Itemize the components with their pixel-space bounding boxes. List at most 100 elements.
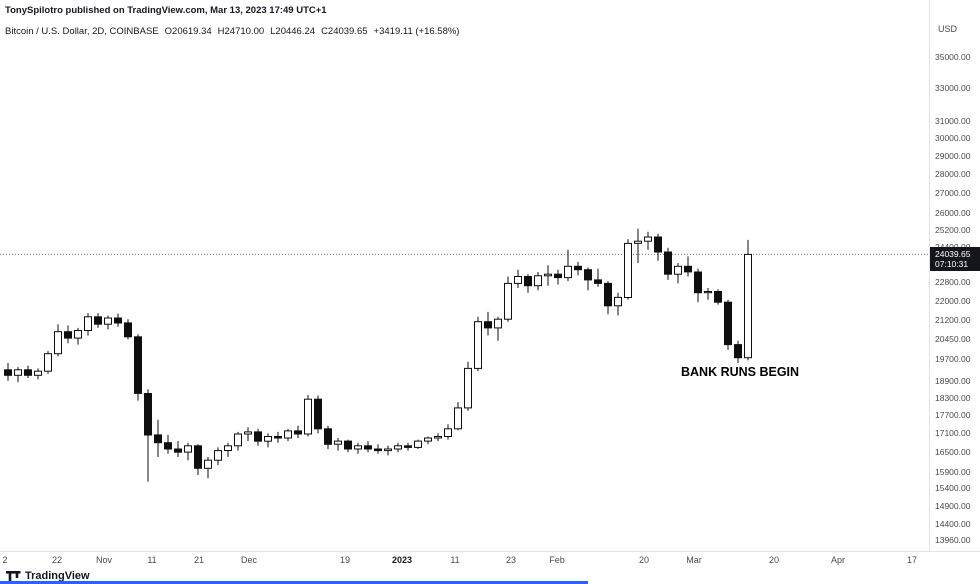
ohlc-open: O20619.34 <box>164 26 212 37</box>
candle <box>234 431 242 451</box>
candle <box>404 442 412 451</box>
time-axis-label: 22 <box>51 555 63 565</box>
bar-countdown: 07:10:31 <box>935 259 969 269</box>
ohlc-close: C24039.65 <box>321 26 368 37</box>
candle <box>554 269 562 285</box>
time-axis-label: Nov <box>95 555 113 565</box>
time-axis-label: Apr <box>830 555 846 565</box>
candle <box>284 428 292 442</box>
bottom-accent-bar <box>0 581 588 584</box>
candle <box>724 299 732 350</box>
candle <box>624 239 632 300</box>
candle <box>714 289 722 305</box>
candle <box>154 419 162 457</box>
candle <box>734 340 742 363</box>
candle <box>414 439 422 449</box>
time-axis[interactable]: 2 22 Nov 11 21 Dec 19 2023 11 23 Feb 20 Mar 20 Apr 17 <box>0 551 980 569</box>
candle <box>4 363 12 381</box>
candle <box>644 231 652 250</box>
candle <box>394 442 402 453</box>
candle <box>514 269 522 288</box>
candle <box>434 433 442 442</box>
price-tick-label: 19700.00 <box>935 354 971 364</box>
candle <box>744 239 752 361</box>
tradingview-logo[interactable]: TradingView <box>6 570 90 582</box>
price-tick-label: 28000.00 <box>935 169 971 179</box>
candle <box>474 316 482 372</box>
candle <box>74 327 82 345</box>
price-tick-label: 15400.00 <box>935 483 971 493</box>
price-tick-label: 26000.00 <box>935 208 971 218</box>
price-tick-label: 16500.00 <box>935 447 971 457</box>
price-tick-label: 31000.00 <box>935 116 971 126</box>
candle <box>654 233 662 261</box>
candle <box>44 351 52 374</box>
price-axis[interactable]: USD 24039.65 07:10:31 35000.00 33000.00 31… <box>929 0 980 551</box>
candle <box>184 442 192 461</box>
time-axis-label: 23 <box>505 555 517 565</box>
candle <box>664 247 672 280</box>
price-tick-label: 18900.00 <box>935 376 971 386</box>
candle <box>124 319 132 340</box>
candle <box>614 292 622 316</box>
candle <box>354 442 362 454</box>
time-axis-label: 11 <box>450 555 460 565</box>
candle <box>464 361 472 411</box>
time-axis-label: 17 <box>906 555 918 565</box>
currency-label: USD <box>938 24 958 34</box>
time-axis-label: 20 <box>768 555 780 565</box>
candle <box>344 439 352 453</box>
tradingview-logo-icon <box>6 570 21 582</box>
candle <box>424 436 432 445</box>
candle <box>24 365 32 378</box>
last-price-badge: 24039.65 07:10:31 <box>930 247 980 271</box>
candle <box>704 288 712 300</box>
symbol-legend: Bitcoin / U.S. Dollar, 2D, COINBASE O2061… <box>5 26 465 37</box>
candle <box>94 313 102 328</box>
candle <box>174 441 182 457</box>
candle <box>444 424 452 440</box>
ohlc-low: L20446.24 <box>270 26 316 37</box>
time-axis-label: 2 <box>2 555 8 565</box>
price-tick-label: 30000.00 <box>935 133 971 143</box>
time-axis-label: 21 <box>193 555 205 565</box>
chart-pane[interactable]: BANK RUNS BEGIN <box>0 0 929 551</box>
price-tick-label: 22000.00 <box>935 296 971 306</box>
candle <box>204 457 212 479</box>
candle <box>314 395 322 434</box>
candle <box>224 442 232 457</box>
candle <box>334 438 342 451</box>
candle <box>574 261 582 276</box>
candle <box>564 249 572 282</box>
candle <box>194 444 202 475</box>
candle <box>544 265 552 286</box>
footer-bar: TradingView <box>0 568 980 584</box>
price-tick-label: 14400.00 <box>935 519 971 529</box>
candle <box>114 313 122 327</box>
candle <box>254 428 262 446</box>
candle <box>484 311 492 336</box>
tradingview-logo-text: TradingView <box>25 570 90 582</box>
candle <box>584 267 592 291</box>
candle <box>54 324 62 357</box>
candle <box>634 228 642 263</box>
candle <box>214 447 222 466</box>
candle <box>274 431 282 443</box>
candle <box>64 325 72 344</box>
price-tick-label: 21200.00 <box>935 315 971 325</box>
ohlc-change: +3419.11 (+16.58%) <box>373 26 460 37</box>
candle <box>324 425 332 449</box>
candle <box>144 389 152 482</box>
candle <box>164 434 172 454</box>
last-price-value: 24039.65 <box>935 249 971 259</box>
price-tick-label: 15900.00 <box>935 467 971 477</box>
time-axis-label: 2023 <box>391 555 413 565</box>
candle <box>494 316 502 341</box>
annotation-bank-runs-begin: BANK RUNS BEGIN <box>681 365 799 379</box>
price-tick-label: 29000.00 <box>935 151 971 161</box>
price-tick-label: 27000.00 <box>935 188 971 198</box>
candle <box>594 268 602 287</box>
candle <box>104 315 112 330</box>
price-tick-label: 17100.00 <box>935 428 971 438</box>
